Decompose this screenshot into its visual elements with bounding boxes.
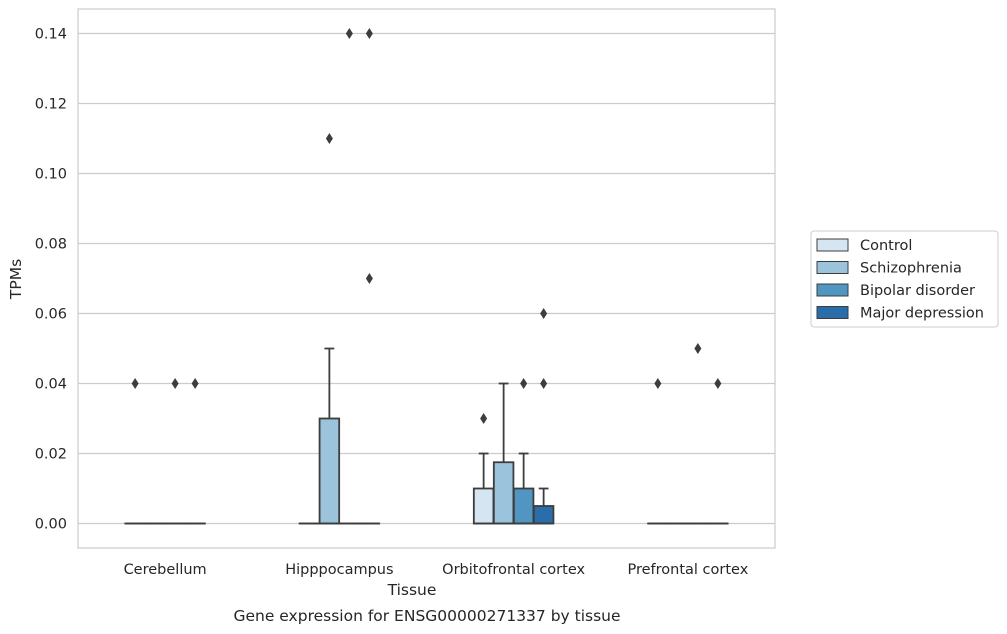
- box: [512, 487, 535, 525]
- outlier-point: [540, 378, 548, 389]
- legend-label: Schizophrenia: [860, 261, 962, 277]
- chart-caption: Gene expression for ENSG00000271337 by t…: [233, 607, 620, 625]
- box: [492, 461, 515, 525]
- y-tick-label: 0.10: [35, 167, 67, 183]
- outlier-point: [325, 133, 333, 144]
- x-tick-label: Orbitofrontal cortex: [442, 562, 585, 578]
- outlier-point: [520, 378, 528, 389]
- outlier-point: [365, 273, 373, 284]
- legend-swatch: [816, 238, 849, 252]
- outlier-point: [480, 413, 488, 424]
- y-tick-label: 0.12: [35, 97, 67, 113]
- x-tick-label: Prefrontal cortex: [627, 562, 748, 578]
- box: [318, 417, 341, 525]
- legend-label: Major depression: [860, 306, 984, 322]
- outliers: [131, 28, 722, 424]
- outlier-point: [540, 308, 548, 319]
- box: [472, 487, 495, 525]
- outlier-point: [171, 378, 179, 389]
- outlier-point: [131, 378, 139, 389]
- y-tick-label: 0.08: [35, 237, 67, 253]
- box: [532, 505, 555, 525]
- plot-frame: [77, 8, 776, 549]
- outlier-point: [714, 378, 722, 389]
- y-tick-label: 0.06: [35, 307, 67, 323]
- y-tick-labels: 0.00 0.02 0.04 0.06 0.08 0.10 0.12 0.14: [35, 27, 67, 533]
- x-tick-labels: Cerebellum Hipppocampus Orbitofrontal cort…: [124, 562, 749, 578]
- legend-swatch: [816, 306, 849, 319]
- legend-swatch: [816, 261, 849, 274]
- y-tick-label: 0.02: [35, 447, 67, 463]
- y-tick-label: 0.00: [35, 517, 67, 533]
- legend-label: Control: [860, 238, 912, 254]
- x-axis-title: Tissue: [387, 581, 437, 599]
- legend-swatch: [816, 283, 849, 297]
- outlier-point: [191, 378, 199, 389]
- legend: Control Schizophrenia Bipolar disorder Majo…: [810, 230, 999, 328]
- y-tick-label: 0.14: [35, 27, 67, 43]
- legend-label: Bipolar disorder: [860, 283, 975, 299]
- x-tick-label: Cerebellum: [124, 562, 207, 578]
- outlier-point: [694, 343, 702, 354]
- boxes: [124, 347, 729, 525]
- y-tick-label: 0.04: [35, 377, 67, 393]
- y-axis-title: TPMs: [7, 259, 25, 300]
- outlier-point: [365, 28, 373, 39]
- outlier-point: [345, 28, 353, 39]
- x-tick-label: Hipppocampus: [285, 562, 393, 578]
- outlier-point: [654, 378, 662, 389]
- legend-frame: [810, 230, 999, 328]
